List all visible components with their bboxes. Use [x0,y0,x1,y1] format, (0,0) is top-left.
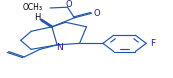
Text: O: O [65,0,72,9]
Text: OCH₃: OCH₃ [22,3,42,12]
Text: O: O [94,9,101,18]
Text: F: F [151,39,156,48]
Text: N: N [56,43,63,52]
Text: H: H [34,12,40,22]
